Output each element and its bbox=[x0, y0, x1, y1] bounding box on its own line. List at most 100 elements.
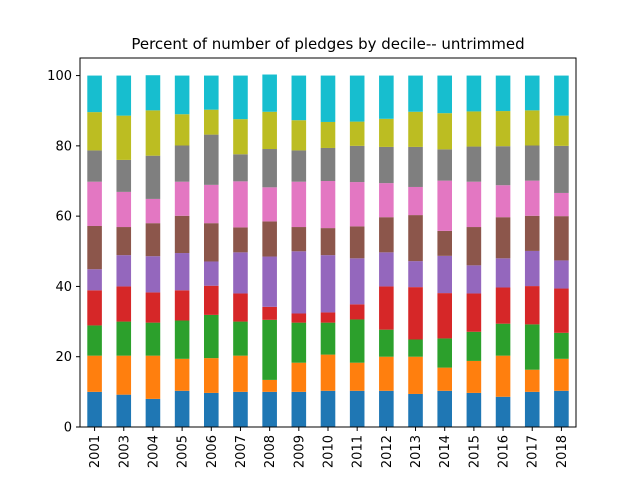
bar-segment bbox=[349, 390, 365, 427]
bar-segment bbox=[466, 360, 482, 393]
bar-segment bbox=[87, 290, 102, 326]
bar-segment bbox=[408, 356, 423, 394]
bar-segment bbox=[349, 145, 365, 183]
x-tick-label: 2007 bbox=[234, 435, 249, 468]
bar-segment bbox=[291, 227, 307, 252]
bar-segment bbox=[554, 288, 569, 333]
bar-segment bbox=[466, 331, 482, 361]
x-tick-label: 2016 bbox=[497, 435, 512, 468]
bar-segment bbox=[379, 356, 394, 391]
bar-segment bbox=[291, 251, 307, 314]
bar-segment bbox=[145, 322, 161, 356]
bar-segment bbox=[174, 390, 190, 427]
bar-segment bbox=[204, 184, 219, 224]
bar-segment bbox=[408, 287, 423, 340]
x-axis: 2001 2003 2004 2005 2006 2007 2008 2009 2010 2011… bbox=[88, 427, 570, 468]
bar-segment bbox=[233, 321, 248, 356]
bar-segment bbox=[87, 355, 102, 392]
bar-segment bbox=[495, 258, 511, 288]
bar-segment bbox=[437, 180, 452, 231]
bar-segment bbox=[466, 265, 482, 294]
bar-segment bbox=[291, 150, 307, 182]
bars-layer bbox=[87, 74, 569, 427]
bar-segment bbox=[262, 149, 277, 188]
bar-segment bbox=[554, 145, 569, 193]
bar-segment bbox=[262, 379, 277, 392]
bar-segment bbox=[437, 338, 452, 368]
bar-segment bbox=[320, 390, 336, 427]
bar-segment bbox=[204, 223, 219, 262]
y-tick-label: 60 bbox=[55, 210, 72, 225]
bar-segment bbox=[116, 227, 132, 256]
bar-segment bbox=[408, 186, 423, 216]
bar-segment bbox=[495, 323, 511, 356]
bar-segment bbox=[145, 75, 161, 111]
x-tick-label: 2018 bbox=[555, 435, 570, 468]
bar-segment bbox=[379, 252, 394, 287]
bar-segment bbox=[174, 181, 190, 216]
bar-segment bbox=[554, 75, 569, 116]
bar-segment bbox=[379, 75, 394, 119]
bar-segment bbox=[379, 286, 394, 330]
y-tick-label: 40 bbox=[55, 280, 72, 295]
bar-segment bbox=[408, 339, 423, 357]
bar-segment bbox=[174, 320, 190, 359]
bar-segment bbox=[495, 355, 511, 397]
bar-segment bbox=[437, 75, 452, 114]
x-tick-label: 2013 bbox=[409, 435, 424, 468]
bar-segment bbox=[437, 230, 452, 256]
bar-segment bbox=[174, 75, 190, 115]
plot-frame bbox=[79, 57, 577, 428]
bar-segment bbox=[291, 391, 307, 427]
x-tick-label: 2004 bbox=[146, 435, 161, 468]
x-tick-label: 2009 bbox=[292, 435, 307, 468]
bar-segment bbox=[262, 74, 277, 112]
bar-segment bbox=[524, 324, 540, 370]
bar-segment bbox=[320, 181, 336, 229]
bar-segment bbox=[233, 181, 248, 228]
bar-segment bbox=[204, 285, 219, 315]
bar-segment bbox=[87, 325, 102, 356]
bar-segment bbox=[291, 181, 307, 228]
bar-segment bbox=[554, 216, 569, 261]
bar-segment bbox=[379, 329, 394, 357]
bar-segment bbox=[554, 115, 569, 146]
bar-segment bbox=[495, 185, 511, 218]
bar-segment bbox=[116, 394, 132, 427]
bar-segment bbox=[116, 75, 132, 116]
y-tick-label: 100 bbox=[47, 69, 72, 84]
bar-segment bbox=[145, 223, 161, 257]
bar-segment bbox=[408, 261, 423, 288]
x-tick-label: 2003 bbox=[117, 435, 132, 468]
bar-segment bbox=[262, 306, 277, 320]
bar-segment bbox=[320, 312, 336, 323]
bar-segment bbox=[87, 225, 102, 270]
y-tick-label: 0 bbox=[64, 421, 72, 436]
bar-segment bbox=[262, 111, 277, 150]
bar-segment bbox=[116, 286, 132, 322]
bar-segment bbox=[349, 226, 365, 259]
bar-segment bbox=[379, 183, 394, 218]
bar-segment bbox=[408, 393, 423, 427]
bar-segment bbox=[145, 256, 161, 293]
bar-segment bbox=[320, 354, 336, 391]
bar-segment bbox=[145, 292, 161, 323]
bar-segment bbox=[524, 286, 540, 325]
bar-segment bbox=[466, 75, 482, 112]
bar-segment bbox=[87, 391, 102, 427]
bar-segment bbox=[204, 358, 219, 393]
bar-segment bbox=[524, 215, 540, 251]
bar-segment bbox=[408, 146, 423, 187]
bar-segment bbox=[554, 260, 569, 289]
bar-segment bbox=[349, 304, 365, 320]
bar-segment bbox=[204, 75, 219, 110]
x-tick-label: 2008 bbox=[263, 435, 278, 468]
bar-segment bbox=[116, 321, 132, 356]
bar-segment bbox=[174, 114, 190, 146]
bar-segment bbox=[262, 319, 277, 380]
bar-segment bbox=[495, 111, 511, 147]
bar-segment bbox=[262, 187, 277, 222]
bar-segment bbox=[524, 391, 540, 427]
bar-segment bbox=[379, 390, 394, 427]
bar-segment bbox=[291, 322, 307, 363]
